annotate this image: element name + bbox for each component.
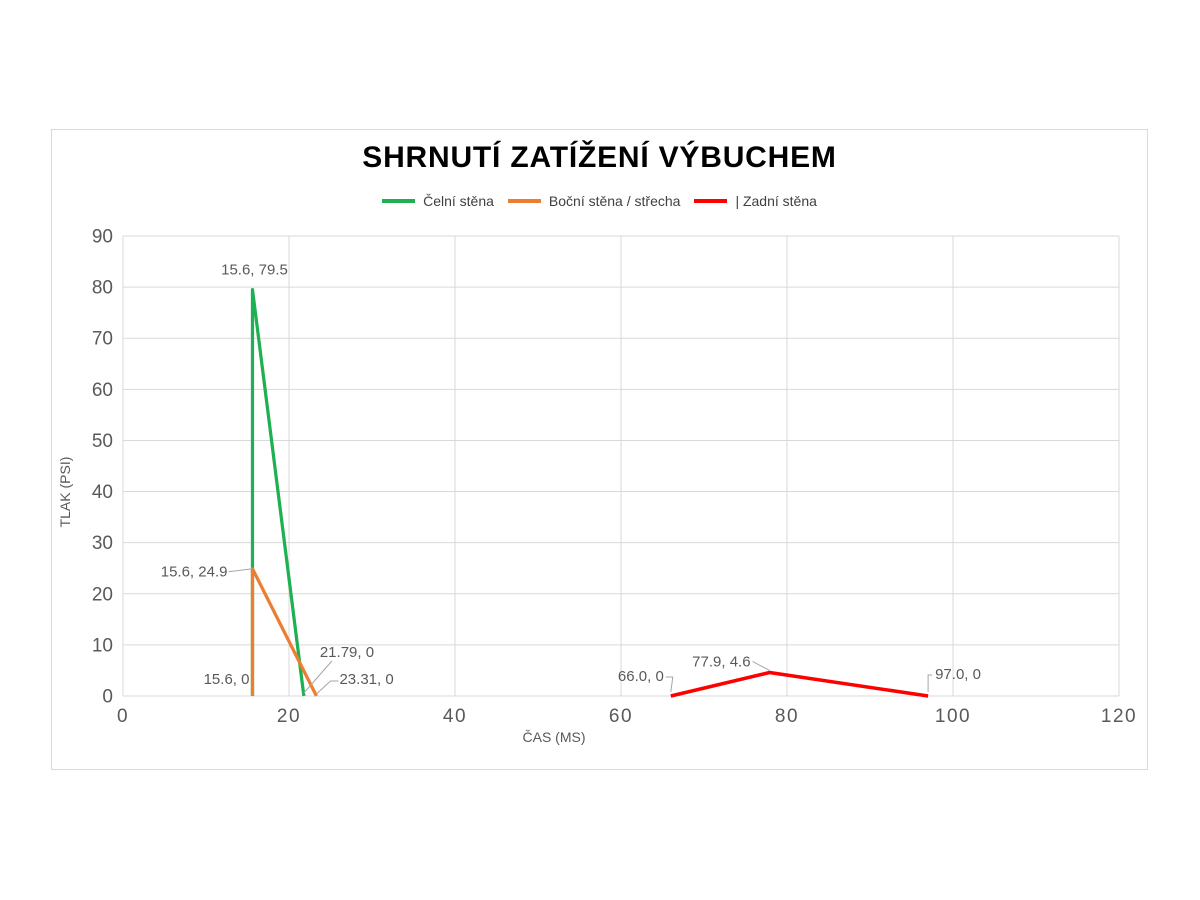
series-line-bo-n-st-na-st-echa: [250, 567, 318, 697]
legend-item-bo-n-st-na-st-echa: Boční stěna / střecha: [507, 193, 681, 209]
legend-item-eln-st-na: Čelní stěna: [382, 193, 494, 209]
data-label-leader: [228, 568, 253, 573]
data-label-leader: [665, 676, 674, 693]
data-label: 66.0, 0: [618, 668, 664, 685]
legend-swatch-icon: [382, 199, 416, 203]
data-label-leader: [927, 674, 933, 692]
y-tick-label: 30: [92, 533, 113, 554]
y-tick-label: 60: [92, 380, 113, 401]
y-tick-label: 40: [92, 482, 113, 503]
data-label: 15.6, 0: [204, 671, 250, 688]
x-tick-label: 100: [935, 706, 971, 727]
x-tick-label: 40: [443, 706, 467, 727]
data-label: 21.79, 0: [320, 644, 374, 661]
y-tick-label: 50: [92, 431, 113, 452]
legend-swatch-icon: [507, 199, 541, 203]
x-tick-label: 20: [277, 706, 301, 727]
x-axis-title: ČAS (MS): [523, 729, 586, 745]
legend-label: Čelní stěna: [423, 193, 494, 209]
data-label-leader: [303, 660, 333, 694]
y-tick-label: 20: [92, 584, 113, 605]
legend-label: | Zadní stěna: [735, 193, 817, 209]
y-tick-label: 0: [102, 687, 113, 708]
series-line-eln-st-na: [250, 288, 306, 697]
data-label: 77.9, 4.6: [692, 653, 750, 670]
y-tick-label: 80: [92, 278, 113, 299]
x-tick-label: 80: [775, 706, 799, 727]
legend-swatch-icon: [694, 199, 728, 203]
data-label-leader: [752, 661, 770, 671]
data-label: 97.0, 0: [935, 666, 981, 683]
data-label-leader: [316, 680, 339, 695]
y-tick-label: 10: [92, 635, 113, 656]
y-tick-label: 70: [92, 329, 113, 350]
legend-label: Boční stěna / střecha: [548, 193, 681, 209]
x-tick-label: 120: [1101, 706, 1137, 727]
x-tick-label: 0: [117, 706, 129, 727]
data-label: 15.6, 24.9: [161, 564, 228, 581]
data-label: 15.6, 79.5: [221, 262, 288, 279]
legend-item-zadn-st-na: | Zadní stěna: [694, 193, 817, 209]
chart-legend: Čelní stěna Boční stěna / střecha | Zadní …: [51, 190, 1148, 212]
chart-title: SHRNUTÍ ZATÍŽENÍ VÝBUCHEM: [362, 141, 837, 174]
y-tick-label: 90: [92, 227, 113, 248]
y-axis-title: TLAK (PSI): [57, 457, 73, 528]
series-line-zadn-st-na: [670, 670, 929, 698]
data-label: 23.31, 0: [339, 671, 393, 688]
x-tick-label: 60: [609, 706, 633, 727]
